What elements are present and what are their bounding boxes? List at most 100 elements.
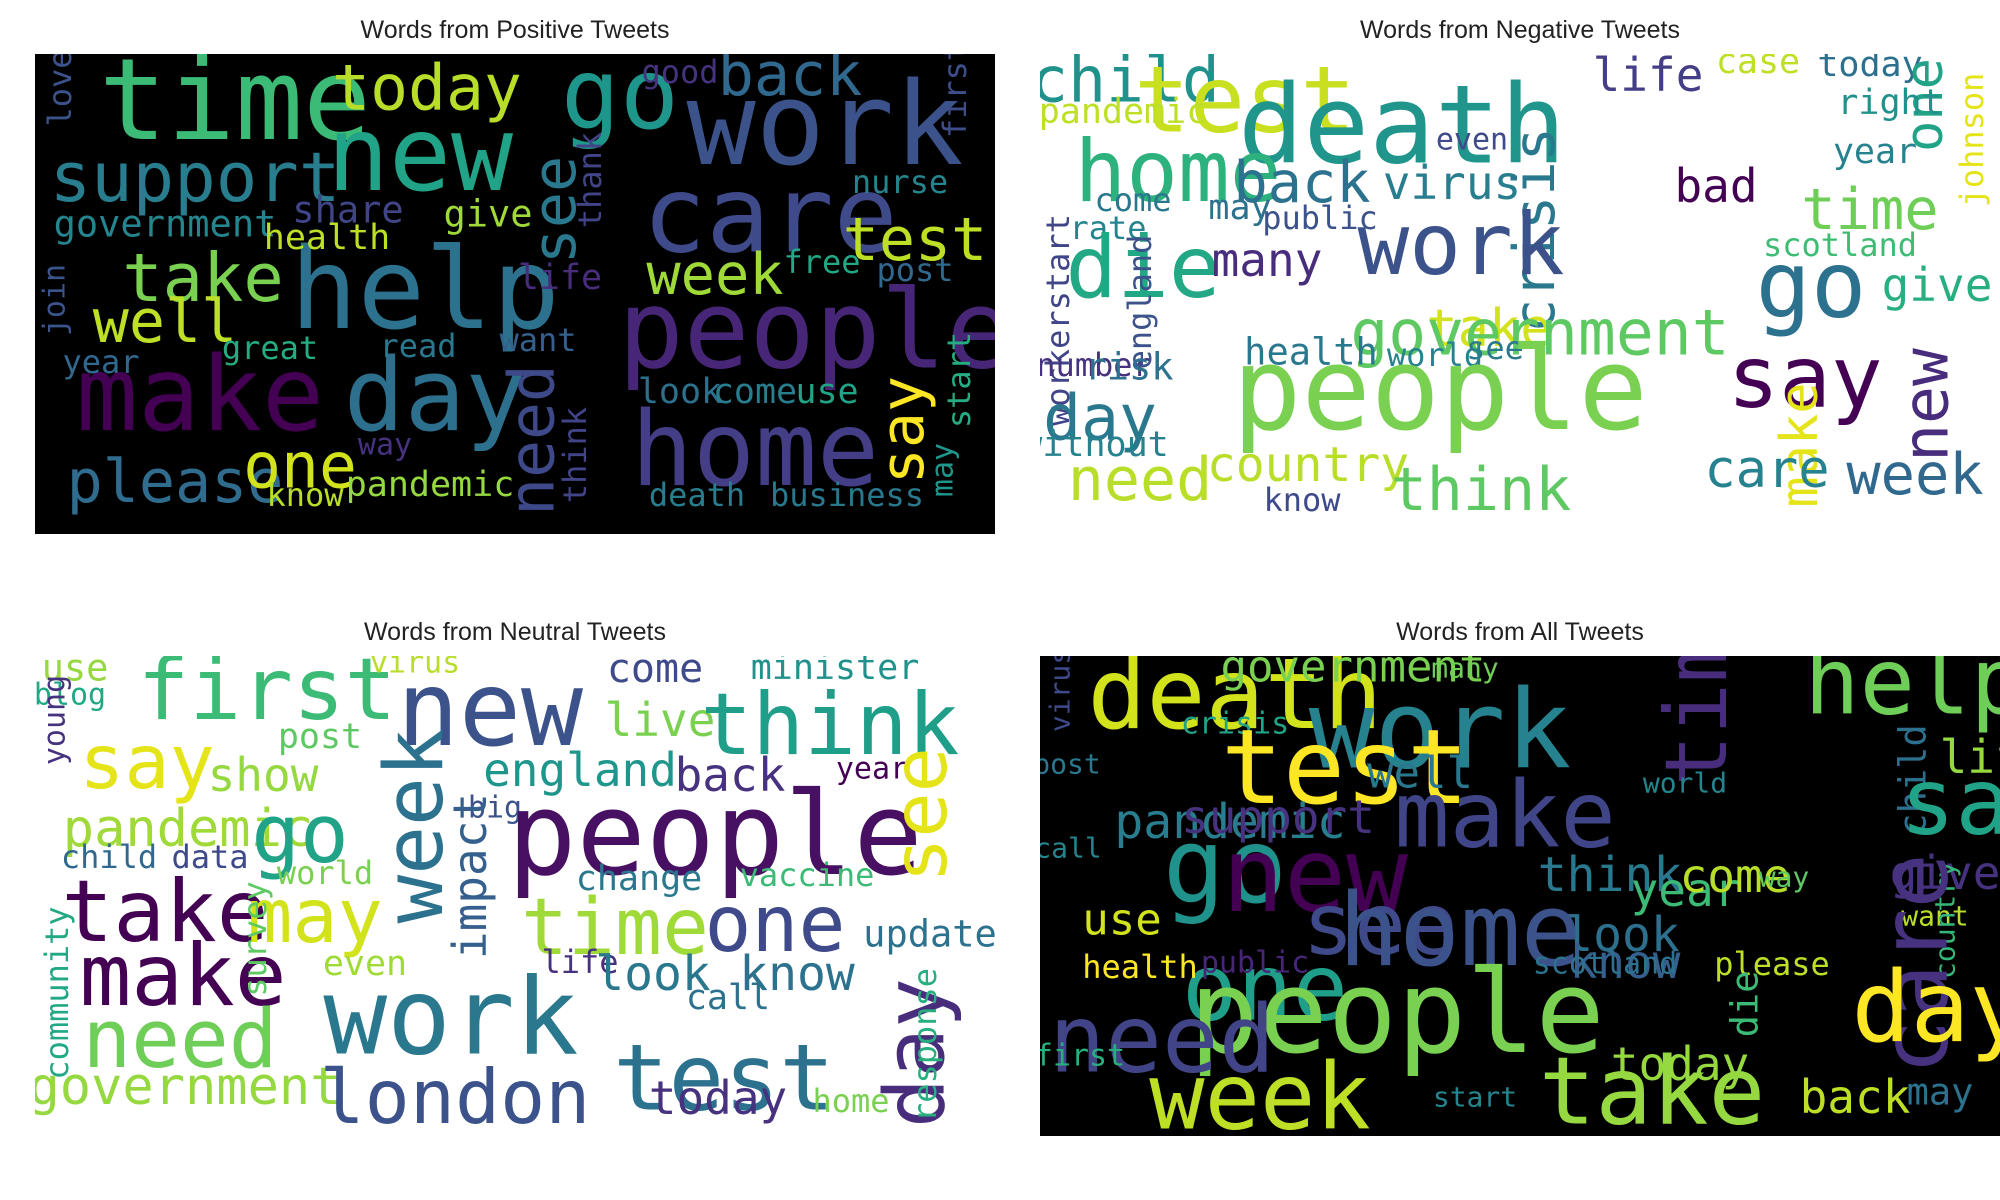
word-today: today <box>1611 1037 1749 1091</box>
word-may: may <box>247 872 382 960</box>
word-change: change <box>576 859 702 899</box>
word-public: public <box>1201 946 1309 981</box>
word-look: look <box>638 372 722 412</box>
word-need: need <box>1068 445 1213 515</box>
word-want: want <box>1901 900 1968 933</box>
word-government: government <box>1221 656 1486 693</box>
word-post: post <box>1040 748 1101 781</box>
word-time: time <box>99 54 371 166</box>
word-say: say <box>1727 328 1882 428</box>
word-help: help <box>290 225 560 355</box>
word-use: use <box>42 656 109 690</box>
word-test: test <box>1134 54 1356 154</box>
word-rate: rate <box>1069 209 1146 247</box>
word-child: child <box>1892 724 1935 835</box>
word-number: number <box>1040 346 1152 384</box>
word-one: one <box>1895 58 1955 152</box>
word-time: time <box>1801 177 1938 243</box>
word-need: need <box>82 993 277 1087</box>
word-join: join <box>38 264 73 336</box>
word-make: make <box>79 926 286 1026</box>
word-give: give <box>443 193 532 236</box>
word-one: one <box>243 430 357 503</box>
word-see: see <box>1466 329 1524 367</box>
word-look: look <box>1564 907 1680 963</box>
word-love: love <box>41 54 79 127</box>
word-say: say <box>1900 749 2000 856</box>
word-home: home <box>1074 122 1281 222</box>
chart-title: Words from Positive Tweets <box>360 16 670 44</box>
word-pandemic: pandemic <box>63 799 313 859</box>
word-come: come <box>607 656 703 692</box>
word-scotland: scotland <box>1763 226 1917 264</box>
word-minister: minister <box>751 656 920 688</box>
word-think: think <box>701 675 960 775</box>
word-back: back <box>1800 1070 1911 1124</box>
word-go: go <box>251 788 349 882</box>
word-die: die <box>1724 971 1767 1038</box>
word-child: child <box>61 838 157 876</box>
word-even: even <box>1436 123 1508 158</box>
wordcloud-all: virus death government many time help crisis wo… <box>1040 656 2000 1136</box>
word-go: go <box>561 54 679 152</box>
word-week: week <box>1846 442 1983 508</box>
word-share: share <box>292 189 403 232</box>
word-survey: survey <box>236 881 274 997</box>
word-today: today <box>332 54 522 125</box>
word-give: give <box>1882 258 1993 312</box>
word-crisis: crisis <box>1181 707 1289 742</box>
word-post: post <box>278 717 362 757</box>
word-crisis: crisis <box>1502 127 1568 333</box>
word-home: home <box>812 1082 889 1120</box>
word-government: government <box>54 203 277 246</box>
word-support: support <box>50 138 341 218</box>
word-may: may <box>1907 1071 1974 1114</box>
word-one: one <box>1182 935 1348 1042</box>
word-think: think <box>556 407 594 503</box>
word-work: work <box>1309 667 1572 794</box>
word-know: know <box>266 476 344 514</box>
word-want: want <box>499 321 576 359</box>
word-new: new <box>1890 348 1963 462</box>
word-community: community <box>38 906 76 1079</box>
cloud-background <box>1040 656 2000 1136</box>
word-death: death <box>1087 656 1382 752</box>
word-give: give <box>1890 846 2000 900</box>
word-first: first <box>1040 1039 1125 1074</box>
wordcloud-negative: child test death life case today one right pande… <box>1040 54 2000 534</box>
word-life: life <box>1940 730 2000 784</box>
word-make: make <box>76 335 324 455</box>
word-know: know <box>1570 935 1681 989</box>
word-think: think <box>1391 455 1572 525</box>
word-country: country <box>1929 861 1962 979</box>
word-people: people <box>1189 946 1604 1080</box>
word-home: home <box>631 390 879 510</box>
word-time: time <box>521 883 709 973</box>
word-use: use <box>795 372 858 412</box>
word-live: live <box>605 693 716 747</box>
chart-title: Words from Negative Tweets <box>1359 16 1681 44</box>
word-virus: virus <box>1383 156 1521 210</box>
word-england: england <box>1121 235 1159 370</box>
word-update: update <box>863 913 995 956</box>
word-support: support <box>1181 790 1375 844</box>
word-day: day <box>1851 951 2000 1065</box>
word-time: time <box>1647 656 1747 787</box>
word-may: may <box>926 443 961 497</box>
word-know: know <box>1263 481 1341 519</box>
word-work: work <box>323 956 578 1079</box>
word-take: take <box>1426 299 1551 359</box>
word-public: public <box>1262 199 1378 237</box>
word-home: home <box>1338 871 1581 989</box>
word-blog: blog <box>35 678 106 713</box>
word-think: think <box>1538 847 1683 903</box>
word-first: first <box>936 54 974 138</box>
word-new: new <box>327 95 514 215</box>
word-show: show <box>208 748 319 802</box>
word-test: test <box>1221 708 1469 828</box>
word-government: government <box>35 1057 342 1117</box>
word-see: see <box>520 156 590 264</box>
word-pandemic: pandemic <box>346 465 515 505</box>
word-see: see <box>1302 875 1457 975</box>
